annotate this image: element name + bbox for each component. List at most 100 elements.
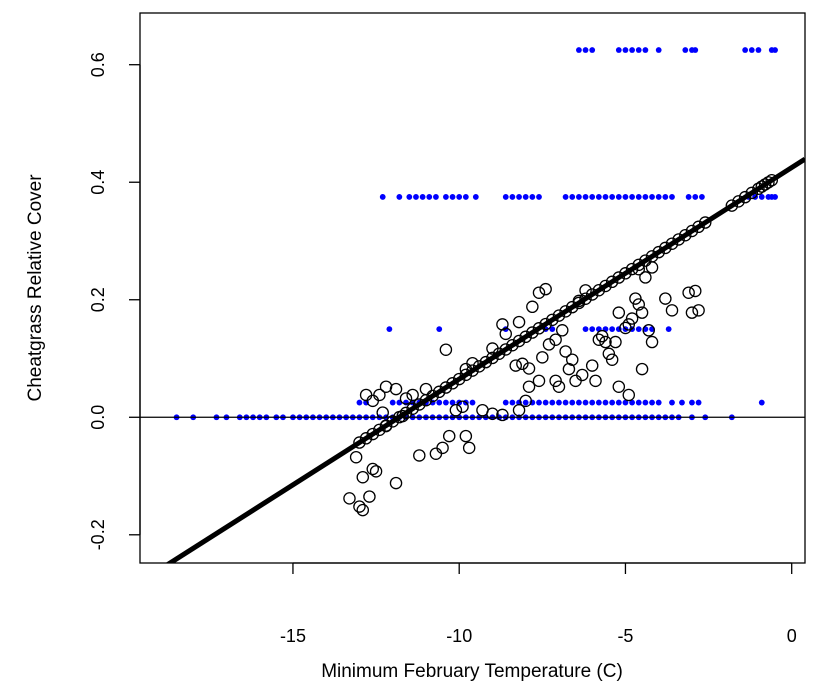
observed-point: [622, 47, 629, 53]
fitted-point: [369, 465, 383, 478]
fitted-point: [373, 388, 386, 402]
fitted-point: [526, 326, 539, 339]
observed-point: [389, 399, 396, 406]
fitted-point: [532, 374, 546, 388]
observed-point: [629, 47, 635, 53]
fitted-point: [758, 178, 772, 191]
fitted-point: [486, 342, 499, 355]
fitted-point: [642, 324, 655, 337]
fitted-point: [466, 364, 479, 377]
observed-point: [436, 326, 443, 333]
fitted-point: [413, 398, 426, 411]
observed-point: [522, 194, 529, 200]
fitted-point: [546, 313, 559, 327]
fitted-point: [359, 432, 373, 445]
fitted-point: [632, 258, 646, 272]
fitted-point: [429, 447, 443, 460]
fitted-point: [353, 500, 366, 513]
fitted-point: [665, 304, 679, 317]
observed-point: [509, 194, 516, 200]
observed-point: [699, 194, 705, 200]
fitted-point: [595, 329, 609, 343]
y-axis-label: Cheatgrass Relative Cover: [25, 174, 46, 402]
observed-point: [472, 194, 479, 200]
fitted-point: [452, 372, 466, 386]
fitted-point: [599, 335, 612, 349]
observed-point: [758, 194, 765, 200]
observed-point: [615, 399, 622, 406]
fitted-point: [386, 415, 399, 428]
fitted-point: [689, 284, 702, 298]
observed-point: [406, 194, 413, 200]
fitted-point: [639, 271, 652, 284]
fitted-point: [349, 450, 363, 464]
fitted-point: [356, 470, 370, 484]
fitted-point: [373, 423, 386, 437]
observed-point: [462, 194, 469, 200]
observed-point: [556, 399, 562, 406]
observed-point: [386, 326, 393, 333]
fitted-point: [609, 335, 622, 349]
observed-point: [549, 399, 556, 406]
fitted-point: [512, 315, 526, 329]
observed-point: [602, 399, 609, 406]
fitted-point: [612, 380, 626, 393]
observed-point: [609, 399, 616, 406]
fitted-point: [549, 374, 562, 388]
fitted-point: [755, 180, 769, 193]
y-tick-label: 0.0: [88, 405, 108, 430]
fitted-point: [738, 190, 752, 204]
observed-point: [642, 399, 649, 406]
observed-point: [356, 399, 363, 406]
observed-point: [502, 194, 509, 200]
fitted-point: [685, 306, 699, 319]
fitted-point: [562, 362, 576, 376]
fitted-point: [612, 306, 626, 319]
fitted-point: [389, 476, 403, 490]
fitted-point: [552, 309, 566, 322]
observed-point: [582, 47, 589, 53]
fitted-point: [732, 195, 745, 208]
observed-point: [685, 194, 692, 200]
fitted-point: [522, 380, 536, 393]
observed-point: [609, 194, 616, 200]
observed-point: [649, 194, 655, 200]
observed-point: [529, 194, 536, 200]
observed-point: [615, 194, 622, 200]
fitted-point: [652, 245, 665, 259]
fitted-point: [536, 351, 549, 364]
observed-point: [622, 194, 629, 200]
fitted-point: [539, 282, 552, 296]
fitted-point: [526, 300, 539, 314]
observed-point: [449, 399, 456, 406]
observed-point: [758, 399, 765, 406]
x-tick-label: 0: [787, 626, 797, 646]
fitted-point: [629, 292, 642, 305]
fitted-point: [635, 362, 649, 376]
fitted-point: [512, 334, 526, 348]
fitted-point: [625, 312, 639, 325]
y-tick-label: 0.2: [88, 287, 108, 312]
observed-point: [629, 399, 635, 406]
fitted-point: [389, 382, 403, 396]
observed-point: [379, 194, 386, 200]
observed-point: [629, 194, 635, 200]
fitted-point: [542, 338, 556, 351]
observed-point: [502, 399, 509, 406]
fitted-point: [366, 394, 379, 408]
fitted-point: [659, 292, 672, 305]
fitted-point: [432, 385, 446, 399]
observed-point: [536, 399, 542, 406]
x-tick-label: -15: [280, 626, 306, 646]
x-tick-label: -5: [617, 626, 633, 646]
fitted-point: [359, 388, 373, 402]
fitted-point: [566, 300, 579, 314]
observed-point: [662, 194, 669, 200]
fitted-point: [519, 394, 532, 408]
fitted-point: [622, 318, 636, 331]
observed-point: [772, 194, 778, 200]
fitted-point: [439, 381, 453, 394]
fitted-point: [679, 228, 692, 242]
fitted-point: [682, 286, 695, 299]
